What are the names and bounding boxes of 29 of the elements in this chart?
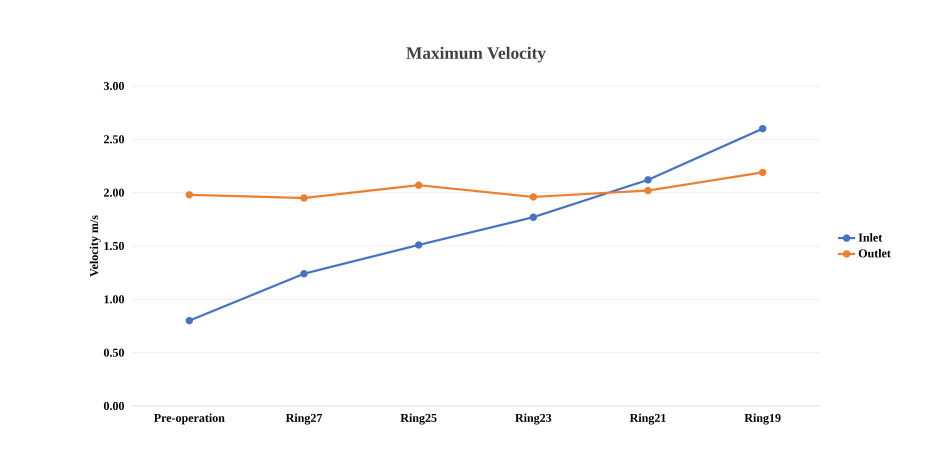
point — [530, 193, 538, 201]
point — [644, 176, 652, 184]
x-tick-label: Pre-operation — [154, 414, 225, 424]
x-tick-label: Ring19 — [744, 414, 781, 425]
x-tick-label: Ring27 — [286, 414, 322, 425]
point — [186, 191, 194, 198]
y-tick-label: 3.00 — [104, 82, 124, 90]
y-axis-title: Velocity m/s — [90, 215, 101, 277]
y-tick-label: 1.50 — [104, 242, 124, 250]
point — [758, 124, 766, 132]
point — [644, 186, 652, 194]
y-tick-label: 2.50 — [104, 135, 124, 144]
point — [758, 168, 766, 176]
point — [414, 241, 422, 249]
x-tick-label: Ring25 — [400, 414, 437, 425]
x-tick-label: Ring21 — [630, 414, 666, 425]
y-tick-label: 2.00 — [104, 188, 124, 197]
point — [186, 316, 194, 324]
y-tick-label: 0.50 — [104, 348, 124, 357]
y-tick-label: 1.00 — [104, 295, 124, 304]
y-tick-label: 0.00 — [104, 402, 124, 410]
point — [414, 181, 422, 189]
point — [300, 194, 308, 202]
legend-label: Inlet — [858, 233, 882, 242]
x-tick-label: Ring23 — [515, 414, 552, 425]
chart-title: Maximum Velocity — [406, 46, 546, 62]
point — [530, 214, 538, 221]
legend-label: Outlet — [858, 248, 891, 258]
point — [300, 270, 308, 278]
